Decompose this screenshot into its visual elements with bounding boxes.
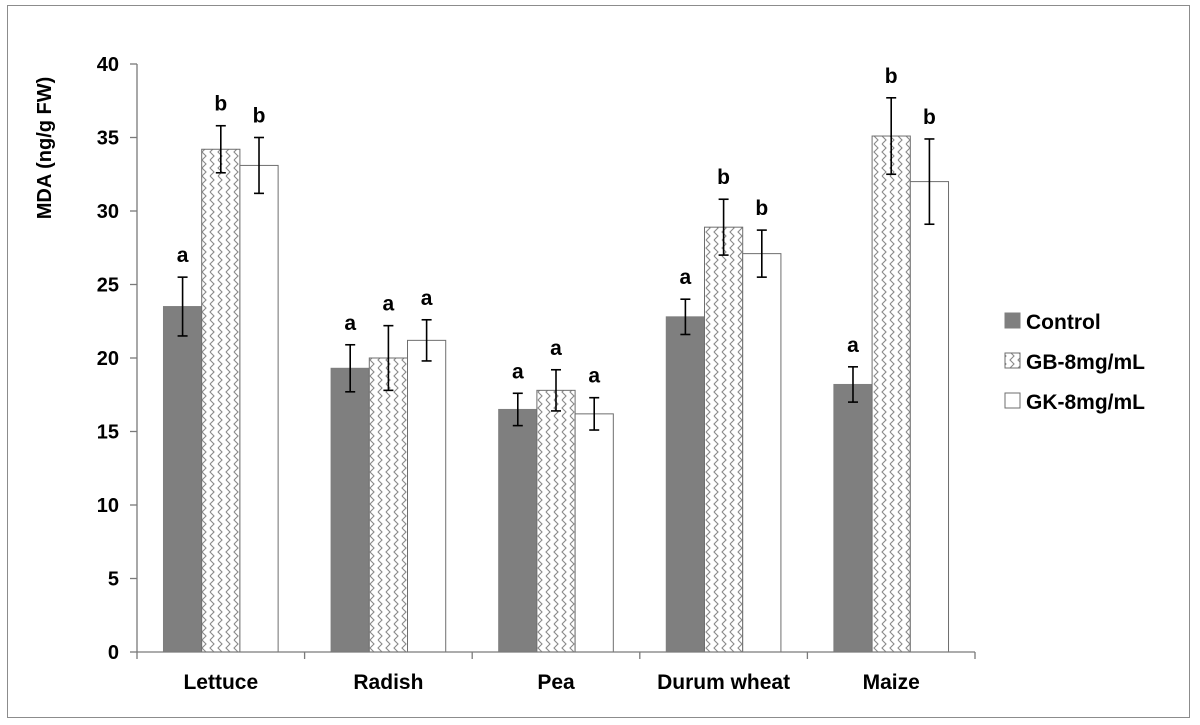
y-tick-label: 35 bbox=[97, 128, 119, 150]
y-tick-label: 10 bbox=[97, 495, 119, 517]
y-tick-label: 15 bbox=[97, 422, 119, 444]
legend-label: GB-8mg/mL bbox=[1026, 351, 1145, 374]
significance-letter: b bbox=[885, 65, 898, 88]
significance-letter: a bbox=[847, 334, 859, 357]
legend-label: GK-8mg/mL bbox=[1026, 391, 1145, 414]
bar bbox=[833, 383, 873, 653]
bars: a a a a a b a a b b b a a b b bbox=[162, 65, 950, 653]
y-axis-label: MDA (ng/g FW) bbox=[34, 77, 56, 220]
bar bbox=[330, 367, 370, 653]
x-axis: Lettuce Radish Pea Durum wheat Maize bbox=[136, 651, 976, 694]
significance-letter: a bbox=[383, 293, 395, 316]
significance-letter: a bbox=[177, 244, 189, 267]
significance-letter: a bbox=[344, 312, 356, 335]
bar bbox=[407, 339, 447, 653]
significance-letter: a bbox=[680, 266, 692, 289]
x-tick-label: Lettuce bbox=[183, 671, 258, 694]
x-tick-label: Pea bbox=[537, 671, 575, 694]
x-tick-label: Maize bbox=[863, 671, 920, 694]
significance-letter: a bbox=[421, 287, 433, 310]
bar bbox=[574, 413, 614, 653]
y-tick-label: 20 bbox=[97, 348, 119, 370]
bar bbox=[201, 148, 241, 653]
significance-letter: a bbox=[588, 365, 600, 388]
bar bbox=[162, 306, 203, 653]
significance-letter: a bbox=[550, 337, 562, 360]
y-tick-label: 25 bbox=[97, 275, 119, 297]
legend-label: Control bbox=[1026, 311, 1101, 334]
y-tick-label: 5 bbox=[108, 569, 119, 591]
y-axis: 0 5 10 15 20 25 30 35 40 bbox=[97, 54, 138, 664]
x-tick-label: Radish bbox=[353, 671, 423, 694]
chart-frame bbox=[7, 5, 1190, 718]
significance-letter: b bbox=[214, 93, 227, 116]
bar bbox=[909, 181, 950, 653]
legend: Control GB-8mg/mL GK-8mg/mL bbox=[1004, 311, 1145, 414]
legend-swatch bbox=[1004, 352, 1021, 369]
legend-swatch bbox=[1004, 392, 1021, 409]
bar bbox=[871, 135, 911, 653]
bar bbox=[665, 316, 705, 653]
bar bbox=[239, 164, 279, 653]
bar bbox=[368, 357, 409, 653]
significance-letter: b bbox=[253, 105, 266, 128]
significance-letter: a bbox=[512, 360, 524, 383]
bar bbox=[498, 408, 538, 653]
significance-letter: b bbox=[717, 166, 730, 189]
y-tick-label: 0 bbox=[108, 642, 119, 664]
bar bbox=[742, 253, 782, 653]
x-tick-label: Durum wheat bbox=[657, 671, 790, 694]
y-tick-label: 30 bbox=[97, 201, 119, 223]
bar bbox=[536, 389, 576, 653]
legend-swatch bbox=[1004, 312, 1021, 329]
bar bbox=[703, 226, 744, 653]
y-tick-label: 40 bbox=[97, 54, 119, 76]
significance-letter: b bbox=[755, 197, 768, 220]
significance-letter: b bbox=[923, 106, 936, 129]
